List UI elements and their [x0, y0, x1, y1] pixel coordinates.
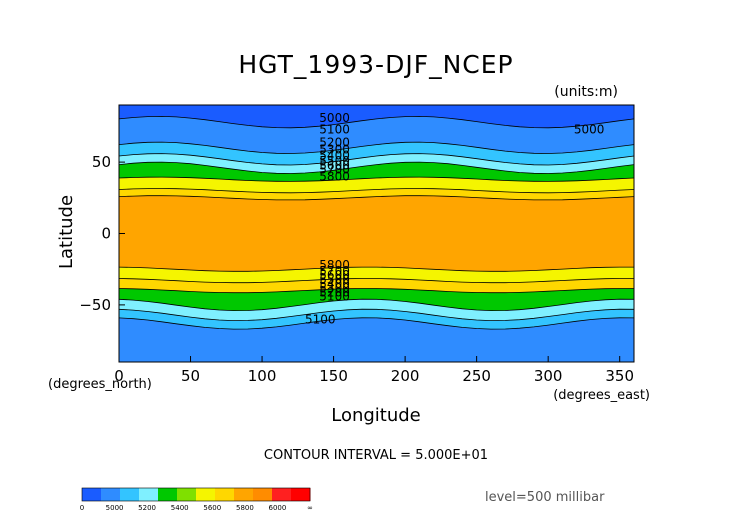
x-axis-units: (degrees_east) [553, 388, 650, 403]
x-tick-label: 100 [248, 367, 277, 385]
contour-label: 5800 [319, 170, 350, 184]
x-tick-label: 250 [462, 367, 491, 385]
x-tick-label: 0 [114, 367, 124, 385]
color-band [119, 142, 634, 165]
colorbar-tick-label: 0 [80, 504, 84, 512]
color-band [119, 309, 634, 330]
contour-line [118, 153, 635, 166]
color-band [119, 162, 634, 182]
colorbar-swatch [139, 488, 159, 501]
contour-label: 5600 [319, 158, 350, 172]
x-axis-label: Longitude [331, 405, 421, 426]
contour-label: 5500 [319, 154, 350, 168]
contour-line [118, 115, 635, 129]
colorbar-swatch [101, 488, 121, 501]
contour-line [118, 176, 635, 182]
x-tick-label: 350 [605, 367, 634, 385]
contour-label: 5300 [319, 281, 350, 295]
contour-line [118, 298, 635, 312]
colorbar-tick-label: 5800 [236, 504, 254, 512]
colorbar-tick-label: 5400 [171, 504, 189, 512]
contour-line [118, 278, 634, 284]
colorbar-tick-label: ∞ [307, 504, 313, 512]
contour-interval-label: CONTOUR INTERVAL = 5.000E+01 [264, 448, 488, 463]
contour-label: 5000 [319, 111, 350, 125]
x-tick-label: 300 [534, 367, 563, 385]
contour-label: 5200 [319, 135, 350, 149]
contour-label: 5700 [319, 264, 350, 278]
plot-area: 5000510052005300540055005600570058005000… [118, 104, 635, 363]
contour-line [118, 141, 635, 154]
units-label: (units:m) [554, 84, 618, 100]
contour-line [118, 266, 634, 272]
color-band [119, 177, 634, 193]
color-band [119, 153, 634, 174]
contour-label: 5600 [319, 268, 350, 282]
colorbar-swatch [234, 488, 254, 501]
colorbar-swatch [272, 488, 292, 501]
contour-line [118, 161, 635, 174]
contour-line [118, 195, 635, 201]
level-label: level=500 millibar [485, 490, 605, 505]
contour-label: 5500 [319, 273, 350, 287]
y-tick-label: 50 [92, 153, 111, 171]
contour-label: 5700 [319, 163, 350, 177]
colorbar [81, 487, 311, 502]
colorbar-swatch [82, 488, 102, 501]
y-tick-label: −50 [79, 296, 111, 314]
contour-label: 5000 [574, 123, 605, 137]
contour-label: 5400 [319, 148, 350, 162]
colorbar-tick-label: 5000 [106, 504, 124, 512]
contour-label: 5800 [319, 258, 350, 272]
contour-label: 5300 [319, 143, 350, 157]
color-band [119, 188, 634, 200]
y-axis-label: Latitude [56, 195, 77, 269]
colorbar-swatch [215, 488, 235, 501]
contour-line [118, 317, 635, 330]
color-band [119, 288, 634, 311]
colorbar-tick-label: 5600 [203, 504, 221, 512]
x-tick-label: 150 [319, 367, 348, 385]
colorbar-tick-label: 6000 [268, 504, 286, 512]
contour-line [118, 188, 635, 194]
chart-title: HGT_1993-DJF_NCEP [238, 50, 513, 79]
contour-label: 5400 [319, 277, 350, 291]
color-band [119, 278, 634, 293]
colorbar-swatch [196, 488, 216, 501]
contour-line [118, 288, 634, 294]
colorbar-swatch [177, 488, 197, 501]
y-axis-units: (degrees_north) [48, 377, 152, 392]
colorbar-swatch [158, 488, 178, 501]
color-band [119, 195, 634, 272]
colorbar-tick-label: 5200 [138, 504, 156, 512]
color-band [119, 299, 634, 321]
color-band [119, 267, 634, 283]
contour-label: 5100 [319, 123, 350, 137]
x-tick-label: 50 [181, 367, 200, 385]
colorbar-swatch [120, 488, 140, 501]
color-band [119, 105, 634, 128]
colorbar-swatch [253, 488, 273, 501]
color-band [119, 317, 634, 362]
contour-line [118, 308, 635, 322]
contour-label: 5100 [305, 312, 336, 326]
x-tick-label: 200 [391, 367, 420, 385]
y-tick-label: 0 [101, 225, 111, 243]
contour-label: 5100 [319, 290, 350, 304]
contour-label: 5200 [319, 285, 350, 299]
colorbar-swatch [291, 488, 311, 501]
